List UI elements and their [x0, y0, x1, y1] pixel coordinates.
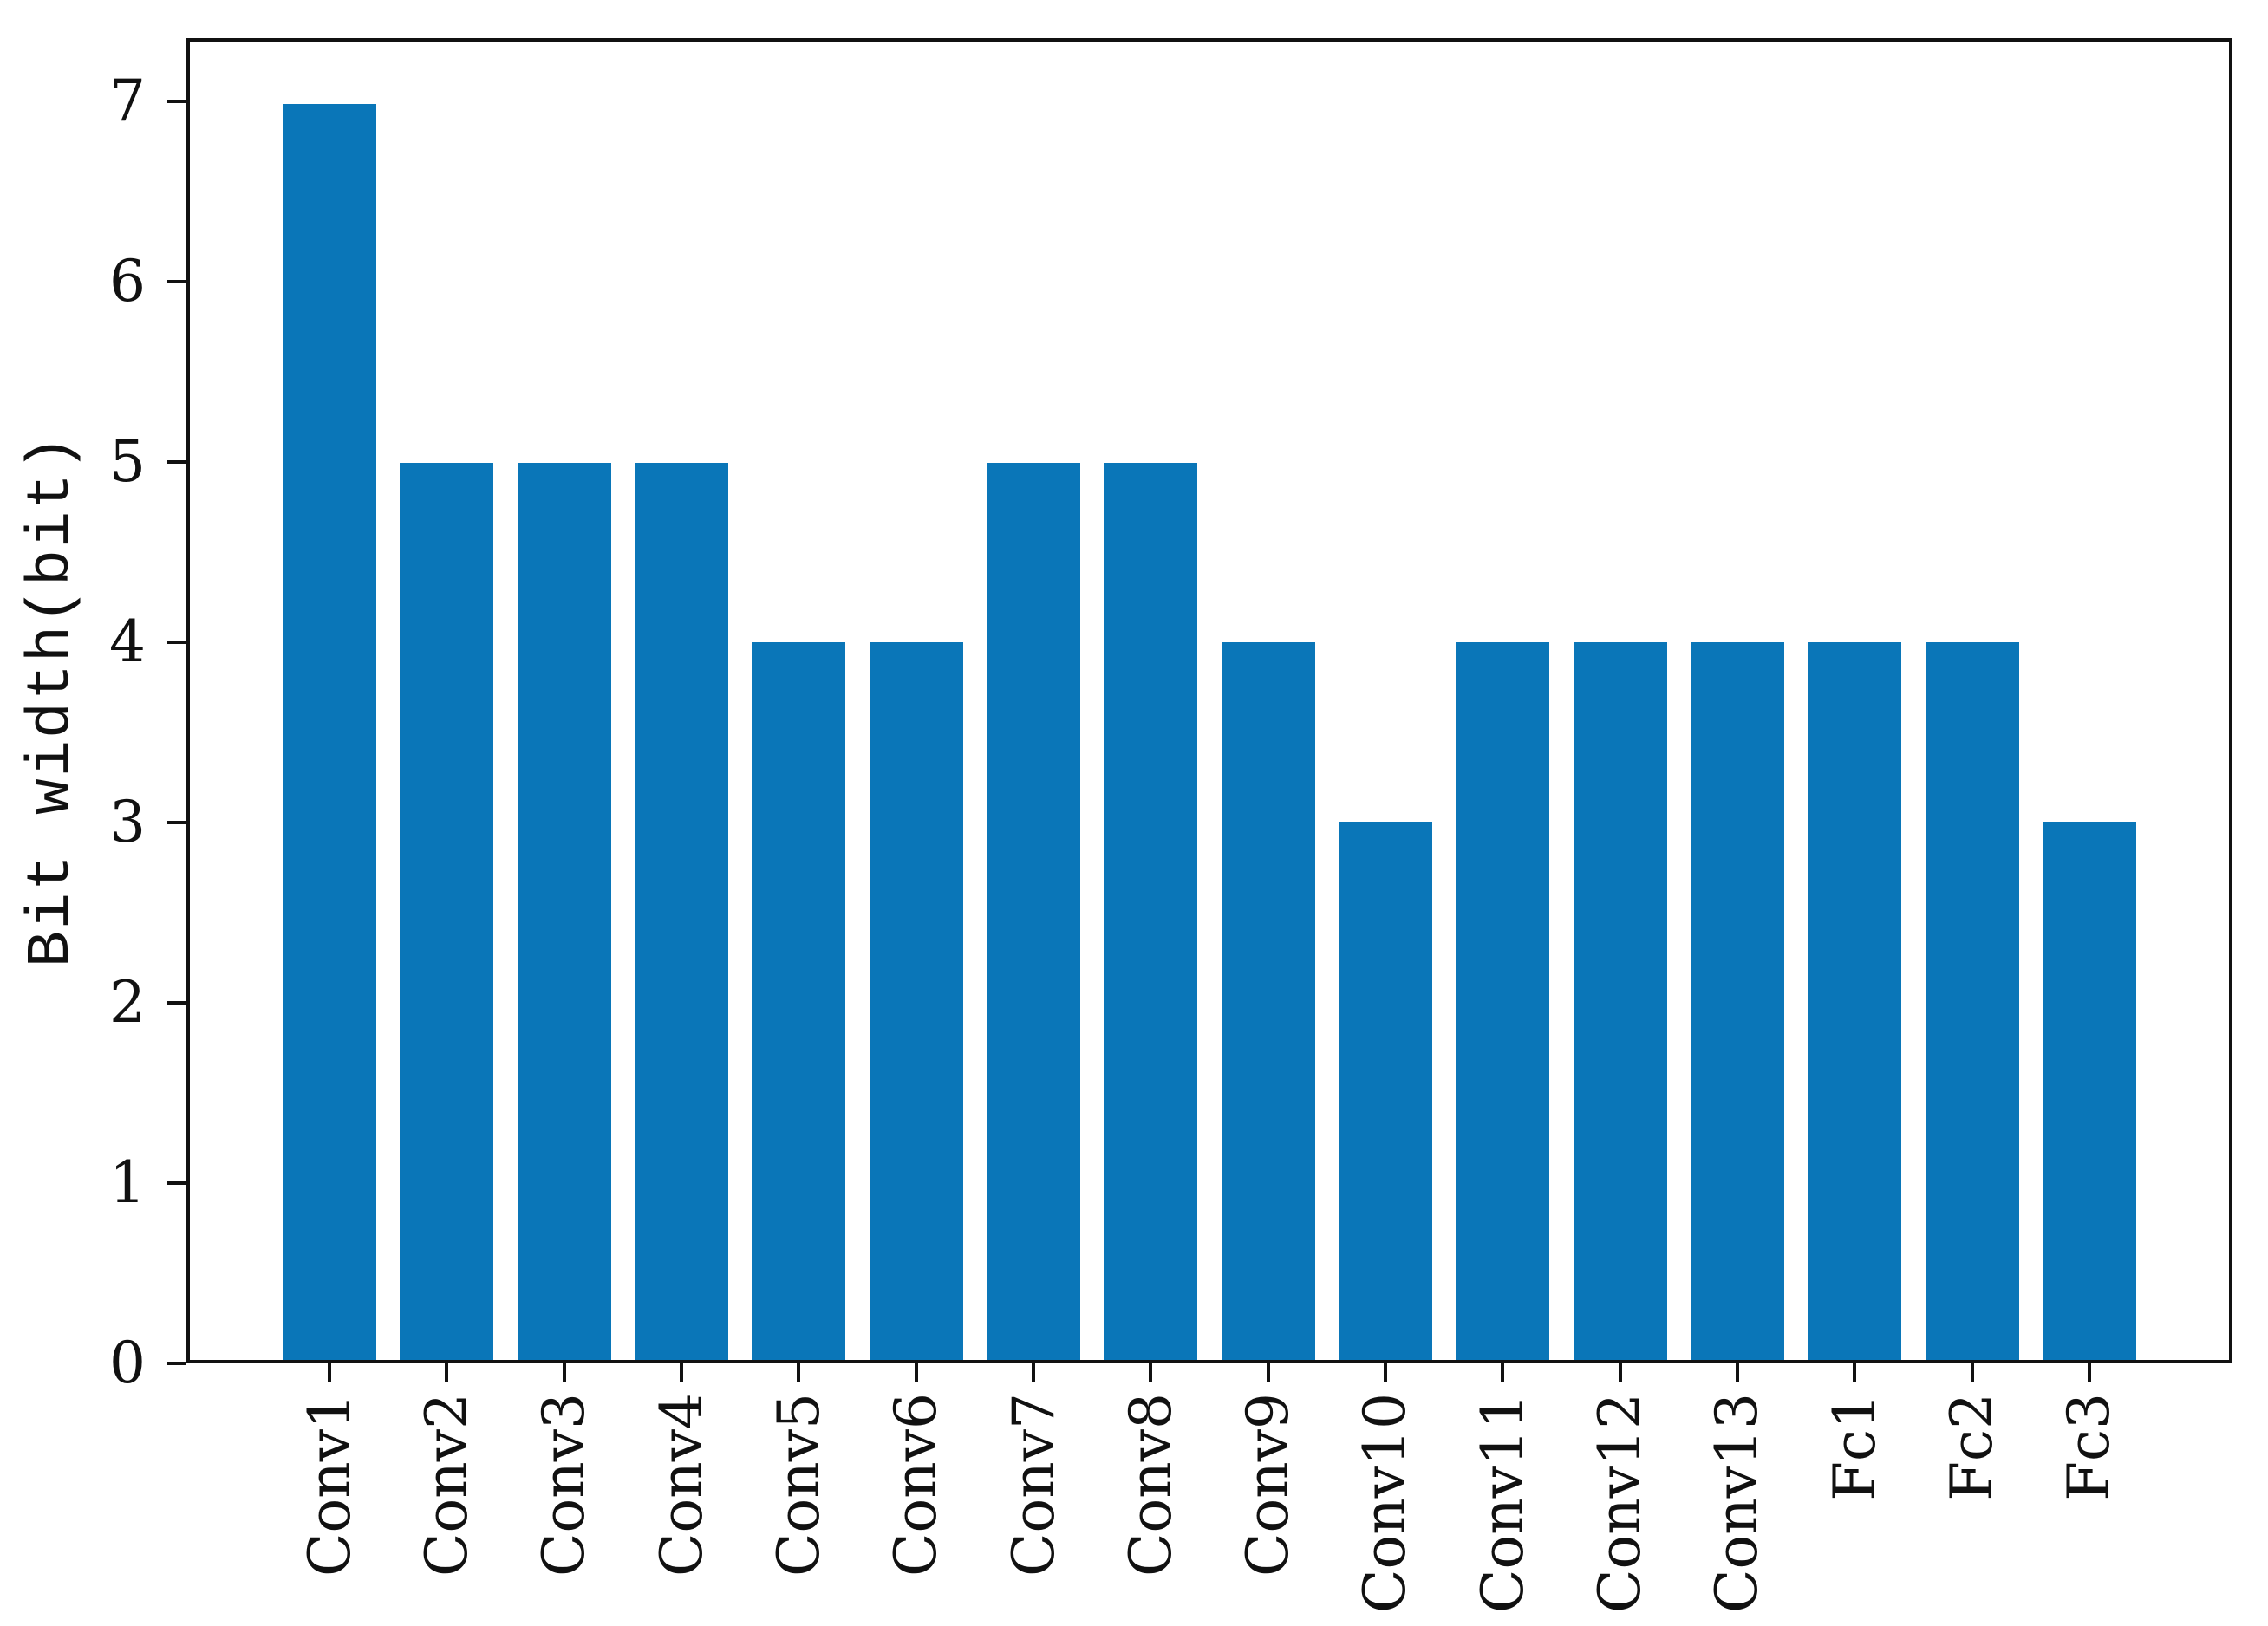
x-tick-mark-conv2 [445, 1363, 449, 1382]
x-tick-mark-conv12 [1618, 1363, 1622, 1382]
y-tick-label-3: 3 [109, 788, 146, 855]
y-tick-mark-7 [167, 99, 186, 103]
x-tick-label-text: Fc3 [2056, 1393, 2123, 1501]
x-tick-mark-conv13 [1735, 1363, 1739, 1382]
y-tick-mark-3 [167, 820, 186, 824]
bar-conv10 [1338, 822, 1433, 1360]
x-tick-mark-conv7 [1032, 1363, 1035, 1382]
x-tick-label-text: Conv4 [648, 1393, 715, 1577]
y-tick-mark-5 [167, 459, 186, 464]
x-tick-label-conv5: Conv5 [762, 1393, 835, 1577]
bar-conv1 [282, 104, 377, 1360]
x-tick-mark-fc2 [1970, 1363, 1974, 1382]
x-tick-label-text: Conv7 [1000, 1393, 1067, 1577]
x-tick-label-text: Conv12 [1587, 1393, 1654, 1614]
bar-conv7 [986, 463, 1081, 1360]
bar-conv3 [517, 463, 611, 1360]
bar-conv6 [869, 642, 963, 1360]
x-tick-label-conv7: Conv7 [997, 1393, 1070, 1577]
y-tick-label-7: 7 [109, 67, 146, 134]
bar-conv2 [400, 463, 494, 1360]
x-tick-mark-fc1 [1853, 1363, 1857, 1382]
plot-area [186, 38, 2232, 1363]
y-tick-label-6: 6 [109, 247, 146, 315]
x-tick-mark-conv6 [914, 1363, 918, 1382]
y-tick-label-1: 1 [109, 1148, 146, 1216]
bar-conv4 [634, 463, 729, 1360]
x-tick-label-conv13: Conv13 [1701, 1393, 1774, 1613]
x-tick-label-text: Conv9 [1235, 1393, 1302, 1577]
x-tick-mark-conv1 [328, 1363, 332, 1382]
y-tick-mark-2 [167, 1000, 186, 1005]
y-axis-title-text: Bit width(bit) [17, 433, 87, 968]
x-tick-label-text: Fc2 [1939, 1393, 2006, 1501]
x-tick-label-conv8: Conv8 [1114, 1393, 1187, 1577]
x-tick-mark-conv4 [680, 1363, 684, 1382]
x-tick-label-text: Conv1 [296, 1393, 363, 1577]
y-tick-label-5: 5 [109, 427, 146, 495]
y-tick-label-4: 4 [109, 608, 146, 675]
bar-conv9 [1221, 642, 1315, 1360]
x-tick-label-conv1: Conv1 [293, 1393, 366, 1577]
x-tick-label-conv3: Conv3 [528, 1393, 601, 1577]
x-tick-label-conv6: Conv6 [880, 1393, 953, 1577]
x-tick-label-conv11: Conv11 [1466, 1393, 1539, 1613]
bar-conv5 [752, 642, 846, 1360]
x-tick-label-text: Conv13 [1704, 1393, 1771, 1614]
x-tick-label-conv12: Conv12 [1584, 1393, 1657, 1613]
x-tick-mark-conv8 [1149, 1363, 1153, 1382]
x-tick-mark-conv9 [1266, 1363, 1270, 1382]
x-tick-mark-fc3 [2087, 1363, 2091, 1382]
x-tick-label-fc2: Fc2 [1936, 1393, 2009, 1501]
bar-conv11 [1456, 642, 1550, 1360]
x-tick-mark-conv11 [1501, 1363, 1505, 1382]
x-tick-label-text: Conv3 [531, 1393, 598, 1577]
x-tick-label-text: Conv10 [1352, 1393, 1419, 1614]
y-tick-label-0: 0 [109, 1330, 146, 1396]
x-tick-label-fc1: Fc1 [1818, 1393, 1891, 1501]
bar-conv12 [1573, 642, 1667, 1360]
x-tick-label-fc3: Fc3 [2053, 1393, 2126, 1501]
x-tick-label-text: Fc1 [1821, 1393, 1888, 1501]
x-tick-mark-conv5 [797, 1363, 801, 1382]
x-tick-mark-conv3 [562, 1363, 566, 1382]
bar-fc2 [1925, 642, 2019, 1360]
x-tick-label-text: Conv11 [1469, 1393, 1536, 1614]
x-tick-label-conv2: Conv2 [410, 1393, 483, 1577]
x-tick-label-conv9: Conv9 [1232, 1393, 1305, 1577]
y-tick-label-2: 2 [109, 968, 146, 1036]
bar-conv8 [1104, 463, 1198, 1360]
x-tick-label-text: Conv5 [765, 1393, 832, 1577]
x-tick-label-text: Conv8 [1117, 1393, 1184, 1577]
y-tick-mark-6 [167, 279, 186, 283]
y-tick-mark-1 [167, 1180, 186, 1185]
x-tick-label-text: Conv6 [883, 1393, 950, 1577]
y-tick-mark-4 [167, 640, 186, 644]
bar-fc3 [2042, 822, 2137, 1360]
x-tick-label-conv4: Conv4 [645, 1393, 718, 1577]
bar-conv13 [1690, 642, 1785, 1360]
x-tick-label-text: Conv2 [413, 1393, 480, 1577]
x-tick-label-conv10: Conv10 [1349, 1393, 1422, 1613]
x-tick-mark-conv10 [1383, 1363, 1387, 1382]
bar-fc1 [1808, 642, 1902, 1360]
y-tick-mark-0 [167, 1362, 186, 1365]
